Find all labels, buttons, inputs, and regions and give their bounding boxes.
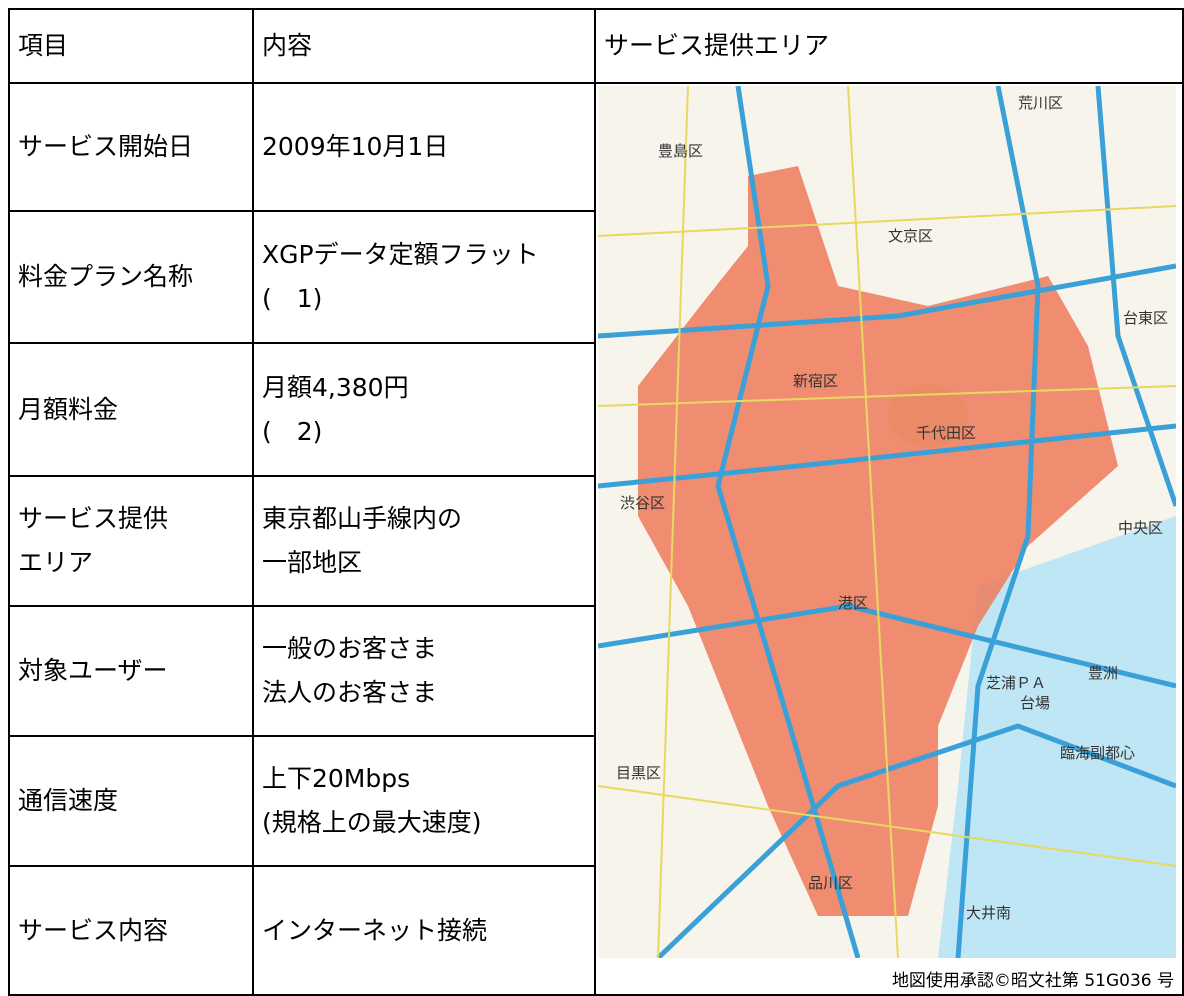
map-street — [598, 785, 1176, 867]
label-cell: 対象ユーザー — [8, 605, 254, 737]
map-road — [598, 263, 1176, 339]
service-area — [638, 166, 1118, 916]
map-label: 台東区 — [1123, 309, 1168, 327]
header-row: 項目 内容 サービス提供エリア — [8, 8, 1184, 84]
label-text: サービス提供 — [18, 504, 169, 533]
label-cell: 通信速度 — [8, 735, 254, 867]
header-cell: 項目 — [8, 8, 254, 84]
map-label: 品川区 — [808, 874, 853, 892]
map-road — [598, 603, 1176, 689]
map-caption: 地図使用承認©昭文社第 51G036 号 — [891, 971, 1174, 991]
map-label: 芝浦ＰＡ — [986, 674, 1046, 692]
map-road — [656, 723, 1176, 958]
content-cell: 東京都山手線内の 一部地区 — [252, 475, 596, 607]
table-row: サービス開始日 2009年10月1日 豊島区 荒川区文京区台東区新宿区千代田区渋谷区中… — [8, 82, 1184, 996]
map-road — [715, 86, 861, 958]
label-cell: サービス開始日 — [8, 82, 254, 212]
map-label: 港区 — [838, 594, 868, 612]
map-street — [598, 385, 1176, 407]
content-text: 東京都山手線内の — [262, 504, 463, 533]
map-label: 豊洲 — [1088, 664, 1118, 682]
label-text: 通信速度 — [18, 786, 119, 815]
map-road — [598, 423, 1176, 489]
content-text: 一般のお客さま — [262, 634, 438, 663]
content-text: 月額4,380円 — [262, 372, 409, 402]
label-text: 料金プラン名称 — [18, 262, 194, 291]
header-cell: サービス提供エリア — [594, 8, 1184, 84]
map-label: 目黒区 — [616, 764, 661, 782]
table-row: 通信速度 上下20Mbps (規格上の最大速度) — [8, 735, 1183, 867]
label-text: 月額料金 — [18, 394, 119, 424]
content-text: 一部地区 — [262, 548, 363, 577]
map-label: 文京区 — [888, 227, 933, 245]
map-street — [847, 86, 899, 958]
content-text: 法人のお客さま — [262, 678, 438, 707]
content-text: (規格上の最大速度) — [262, 808, 482, 837]
map-road — [955, 86, 1041, 958]
label-cell: 月額料金 — [8, 342, 254, 477]
map-road — [1095, 86, 1176, 507]
table-row: 料金プラン名称 XGPデータ定額フラット ( 1) — [8, 210, 1183, 344]
map-label: 千代田区 — [916, 424, 976, 442]
content-text: 上下20Mbps — [262, 764, 411, 793]
map-label: 渋谷区 — [620, 494, 665, 512]
content-text: ( 1) — [262, 284, 323, 313]
table-row: サービス提供 エリア 東京都山手線内の 一部地区 — [8, 475, 1183, 607]
map-label: 荒川区 — [1018, 94, 1063, 112]
label-text: 対象ユーザー — [18, 656, 168, 685]
label-text: エリア — [18, 548, 94, 577]
content-text: ( 2) — [262, 416, 323, 446]
map-street — [598, 205, 1176, 237]
label-cell: サービス内容 — [8, 865, 254, 996]
map-label: 大井南 — [966, 904, 1011, 922]
header-cell: 内容 — [252, 8, 596, 84]
label-cell: サービス提供 エリア — [8, 475, 254, 607]
info-table: 項目 内容 サービス提供エリア サービス開始日 2009年10月1日 豊島区 荒川区文… — [8, 8, 1184, 996]
content-text: XGPデータ定額フラット — [262, 240, 539, 269]
content-text: インターネット接続 — [262, 915, 488, 945]
label-cell: 料金プラン名称 — [8, 210, 254, 344]
map-label: 台場 — [1020, 694, 1050, 712]
content-cell: インターネット接続 — [252, 865, 596, 996]
content-cell: 上下20Mbps (規格上の最大速度) — [252, 735, 596, 867]
label-text: サービス内容 — [18, 915, 169, 945]
content-text: 2009年10月1日 — [262, 132, 449, 161]
content-cell: XGPデータ定額フラット ( 1) — [252, 210, 596, 344]
map-label: 豊島区 — [658, 142, 703, 160]
table-row: 対象ユーザー 一般のお客さま 法人のお客さま — [8, 605, 1183, 737]
map-label: 新宿区 — [793, 372, 838, 390]
map-cell: 豊島区 荒川区文京区台東区新宿区千代田区渋谷区中央区港区目黒区品川区 豊洲芝浦ＰＡ 台… — [594, 82, 1184, 996]
content-cell: 月額4,380円 ( 2) — [252, 342, 596, 477]
table-row: 月額料金 月額4,380円 ( 2) — [8, 342, 1183, 477]
content-cell: 2009年10月1日 — [252, 82, 596, 212]
map-label: 臨海副都心 — [1060, 744, 1135, 762]
label-text: サービス開始日 — [18, 132, 194, 161]
map-street — [657, 86, 689, 958]
content-cell: 一般のお客さま 法人のお客さま — [252, 605, 596, 737]
map-label: 中央区 — [1118, 519, 1163, 537]
